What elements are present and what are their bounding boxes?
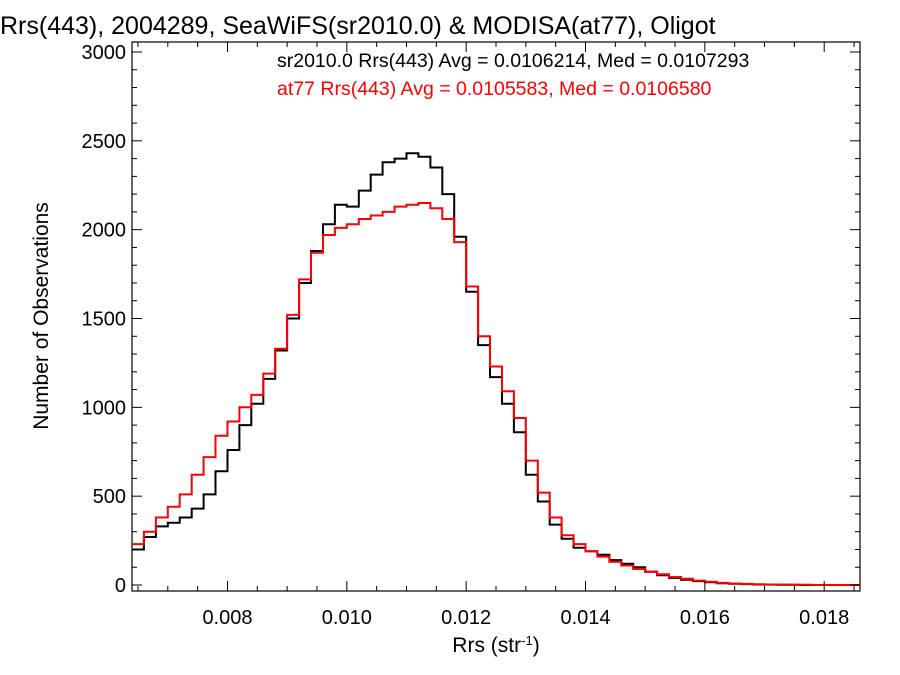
y-tick-label: 1500 — [82, 309, 127, 331]
x-tick-label: 0.010 — [322, 607, 372, 629]
x-axis-label-close: ) — [533, 634, 540, 657]
x-axis-label-sup: -1 — [521, 633, 533, 648]
legend-entry-series-2: at77 Rrs(443) Avg = 0.0105583, Med = 0.0… — [277, 78, 712, 100]
x-tick-label: 0.014 — [560, 607, 610, 629]
series-layer — [132, 152, 860, 586]
legend-entry-series-1: sr2010.0 Rrs(443) Avg = 0.0106214, Med =… — [277, 50, 749, 72]
plot-frame — [131, 41, 861, 592]
y-tick-label: 0 — [115, 575, 126, 597]
y-tick-label: 3000 — [82, 42, 127, 64]
y-axis-label: Number of Observations — [30, 202, 53, 430]
x-tick-label: 0.012 — [441, 607, 491, 629]
x-axis-label-main: Rrs (str — [452, 634, 521, 657]
x-axis-label: Rrs (str-1) — [452, 633, 539, 657]
series-line-2 — [132, 202, 860, 586]
y-tick-label: 2500 — [82, 131, 127, 153]
y-tick-label: 500 — [93, 486, 126, 508]
series-line-1 — [132, 152, 860, 586]
x-tick-label: 0.016 — [680, 607, 730, 629]
chart-title: Rrs(443), 2004289, SeaWiFS(sr2010.0) & M… — [0, 12, 716, 40]
ticks-layer: 0.008 0.010 0.012 0.014 0.016 0.018 0 500 1000 15… — [82, 42, 860, 629]
y-tick-label: 1000 — [82, 397, 127, 419]
x-tick-label: 0.018 — [799, 607, 849, 629]
plot-area — [131, 41, 861, 592]
x-tick-label: 0.008 — [202, 607, 252, 629]
y-tick-label: 2000 — [82, 220, 127, 242]
